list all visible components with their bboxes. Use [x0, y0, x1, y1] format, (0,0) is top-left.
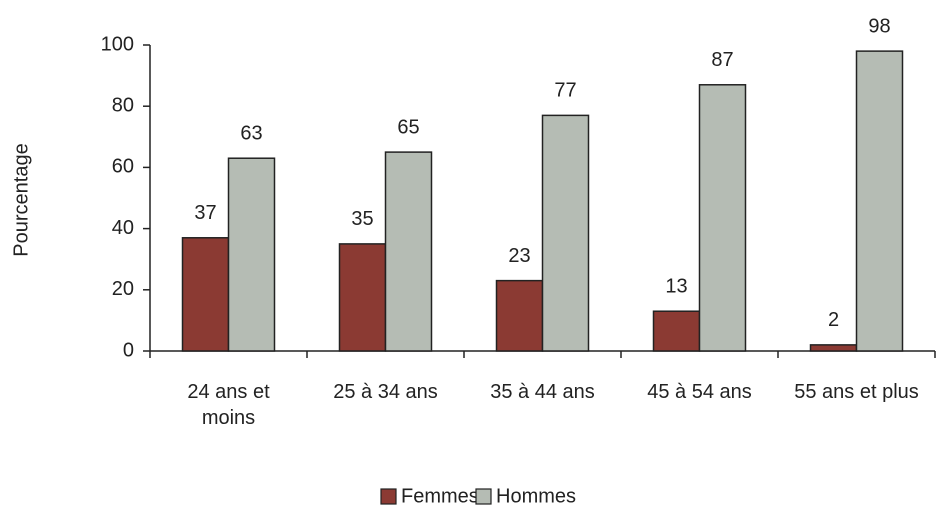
y-tick-label: 100 [101, 33, 134, 55]
legend-swatch [475, 488, 492, 505]
bar [384, 151, 433, 352]
y-tick-label: 0 [123, 339, 134, 361]
data-label: 2 [828, 309, 839, 331]
legend-label: Femmes [401, 485, 479, 507]
bar [495, 279, 544, 352]
data-label: 77 [554, 80, 576, 102]
data-label: 37 [194, 202, 216, 224]
legend-swatch [380, 488, 397, 505]
x-tick-label: 25 à 34 ans [333, 381, 438, 403]
y-tick-label: 40 [112, 217, 134, 239]
data-label: 98 [868, 15, 890, 37]
data-label: 65 [397, 116, 419, 138]
bar [652, 310, 701, 352]
data-label: 13 [665, 276, 687, 298]
bar [809, 344, 858, 352]
data-label: 87 [711, 49, 733, 71]
x-tick-label: 55 ans et plus [794, 381, 919, 403]
y-tick-label: 60 [112, 156, 134, 178]
bar [181, 237, 230, 352]
legend-label: Hommes [496, 485, 576, 507]
data-label: 63 [240, 123, 262, 145]
data-label: 35 [351, 208, 373, 230]
bar [698, 84, 747, 352]
data-label: 23 [508, 245, 530, 267]
y-tick-label: 80 [112, 94, 134, 116]
x-tick-label: 24 ans et moins [187, 381, 270, 429]
y-tick-label: 20 [112, 278, 134, 300]
bar [338, 243, 387, 352]
bar [227, 157, 276, 352]
x-tick-label: 35 à 44 ans [490, 381, 595, 403]
y-axis-label: Pourcentage [10, 143, 32, 256]
bar [855, 50, 904, 352]
bar [541, 114, 590, 352]
x-tick-label: 45 à 54 ans [647, 381, 752, 403]
